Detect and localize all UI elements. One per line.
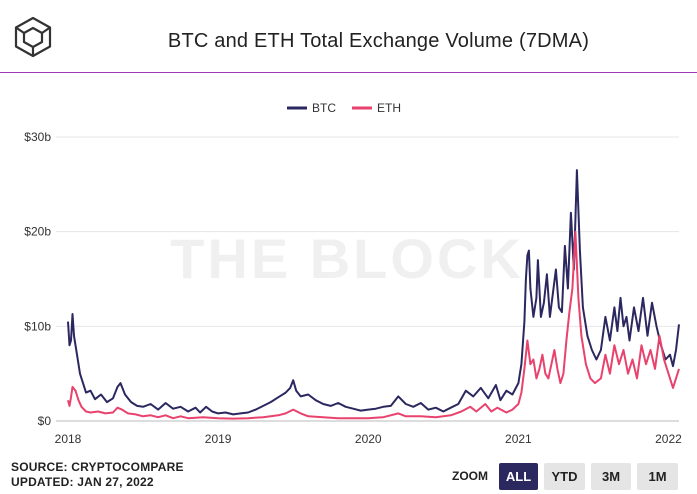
the-block-cube-icon xyxy=(14,16,52,58)
x-tick-label: 2022 xyxy=(655,432,682,446)
grid-lines xyxy=(56,136,679,422)
y-tick-label: $30b xyxy=(24,130,51,144)
series-line-eth xyxy=(67,230,680,420)
x-tick-label: 2020 xyxy=(355,432,382,446)
line-chart: THE BLOCK $0 $10b $20b $30b 2018 2019 2020 202… xyxy=(24,101,683,446)
legend-label-eth: ETH xyxy=(377,101,401,115)
chart-title: BTC and ETH Total Exchange Volume (7DMA) xyxy=(167,30,590,52)
zoom-1m-button[interactable]: 1M xyxy=(637,463,678,490)
x-tick-label: 2021 xyxy=(505,432,532,446)
series-line-btc xyxy=(67,169,680,416)
x-tick-label: 2018 xyxy=(55,432,82,446)
y-axis-ticks: $0 $10b $20b $30b xyxy=(24,130,51,428)
x-tick-label: 2019 xyxy=(205,432,232,446)
legend-item-eth[interactable]: ETH xyxy=(352,101,401,115)
series-lines xyxy=(67,169,680,420)
y-tick-label: $0 xyxy=(38,414,52,428)
y-tick-label: $20b xyxy=(24,225,51,239)
header-divider xyxy=(0,72,697,73)
zoom-3m-button[interactable]: 3M xyxy=(591,463,631,490)
legend-label-btc: BTC xyxy=(312,101,336,115)
watermark: THE BLOCK xyxy=(170,227,524,290)
updated-text: UPDATED: JAN 27, 2022 xyxy=(11,475,154,489)
y-tick-label: $10b xyxy=(24,319,51,333)
source-text: SOURCE: CRYPTOCOMPARE xyxy=(11,460,184,474)
legend: BTC ETH xyxy=(287,101,401,115)
zoom-label: ZOOM xyxy=(452,469,488,483)
x-axis-ticks: 2018 2019 2020 2021 2022 xyxy=(55,432,683,446)
zoom-all-button[interactable]: ALL xyxy=(499,463,538,490)
legend-item-btc[interactable]: BTC xyxy=(287,101,336,115)
zoom-ytd-button[interactable]: YTD xyxy=(544,463,585,490)
footer: SOURCE: CRYPTOCOMPARE UPDATED: JAN 27, 2… xyxy=(11,460,184,490)
